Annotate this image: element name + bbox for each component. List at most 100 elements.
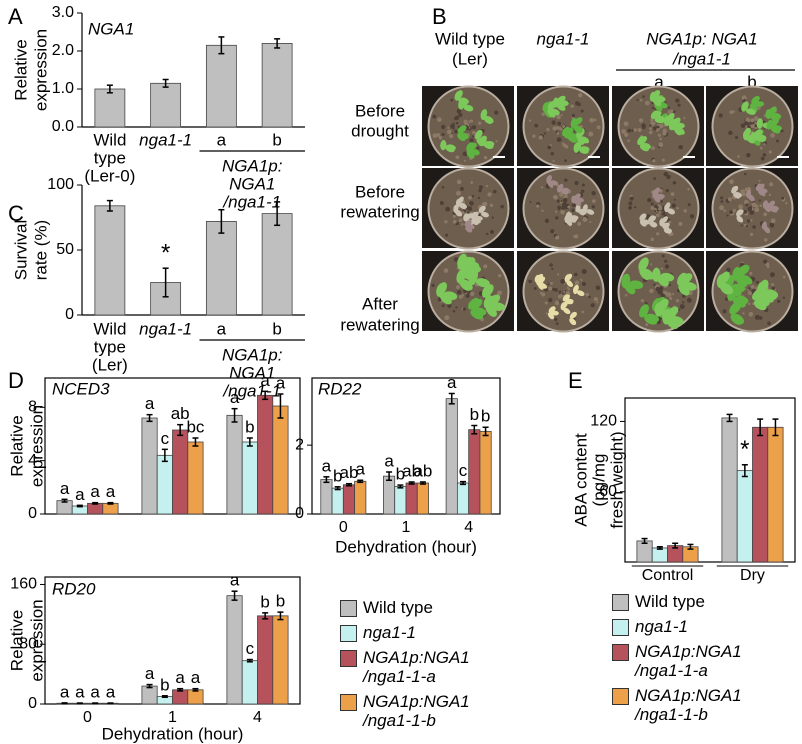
soil [780, 129, 784, 133]
plant [475, 129, 483, 139]
error-bar [334, 486, 341, 491]
soil [746, 219, 751, 223]
error-bar [146, 413, 153, 423]
significance-label: a [106, 683, 116, 702]
soil [541, 209, 544, 212]
soil [667, 175, 671, 178]
plant [761, 221, 767, 230]
soil [589, 221, 592, 224]
soil [642, 125, 646, 130]
plant [479, 205, 486, 213]
soil [744, 199, 749, 205]
soil [747, 290, 752, 296]
plant [573, 117, 583, 126]
soil [660, 200, 663, 203]
bar [241, 660, 258, 705]
plant [457, 125, 467, 134]
soil [758, 179, 761, 182]
soil [461, 211, 465, 215]
row-label: rewatering [340, 202, 419, 221]
plant [465, 261, 480, 270]
plant [639, 304, 649, 318]
soil [770, 133, 775, 138]
plant [748, 134, 759, 141]
plant [569, 317, 576, 326]
soil [593, 118, 597, 122]
soil [456, 285, 460, 290]
soil [455, 306, 458, 309]
soil [662, 131, 667, 136]
x-tick-label: Control [642, 567, 694, 584]
soil [637, 127, 642, 132]
soil [771, 283, 775, 287]
bar [94, 88, 126, 128]
soil [580, 189, 585, 193]
soil [458, 294, 463, 299]
plant [561, 301, 568, 309]
plant [440, 140, 447, 150]
plant [729, 302, 741, 315]
plant [457, 133, 466, 142]
soil [468, 200, 474, 206]
error-bar [345, 482, 352, 487]
error-bar [76, 504, 83, 508]
plant [752, 288, 764, 301]
legend-swatch [612, 594, 629, 611]
soil [555, 210, 558, 213]
soil [538, 135, 543, 140]
bar [102, 502, 119, 515]
legend-entry: NGA1p:NGA1 /nga1-1-b [340, 692, 491, 730]
panel-label: D [8, 368, 24, 393]
x-tick-label: a [217, 319, 227, 338]
y-tick-label: 4 [28, 452, 37, 469]
significance-label: a [230, 571, 240, 590]
soil [463, 159, 466, 162]
soil [723, 209, 726, 212]
soil [650, 237, 655, 242]
bar [405, 482, 418, 515]
bar [241, 441, 258, 515]
significance-label: a [60, 682, 70, 701]
soil [468, 195, 472, 200]
soil [556, 114, 561, 120]
soil [759, 204, 763, 207]
significance-label: b [481, 407, 490, 426]
soil [738, 204, 743, 210]
error-bar [146, 683, 153, 689]
plant [556, 103, 566, 111]
soil [482, 201, 488, 207]
plant [661, 222, 669, 230]
soil [659, 137, 662, 141]
soil [575, 101, 580, 106]
soil [651, 101, 654, 105]
plant [556, 184, 562, 193]
soil [556, 199, 561, 203]
bar [272, 615, 289, 705]
x-tick-label: nga1-1 [139, 130, 192, 149]
soil [487, 192, 492, 197]
soil [574, 280, 580, 286]
soil [465, 293, 470, 298]
plant [652, 110, 662, 119]
soil [638, 118, 644, 123]
soil [785, 201, 788, 205]
soil [650, 118, 654, 122]
soil [447, 126, 450, 129]
soil [533, 287, 537, 290]
soil [452, 214, 456, 218]
y-tick-label: 80 [19, 635, 37, 652]
soil [628, 205, 632, 210]
error-bar [277, 393, 284, 419]
legend-swatch [612, 688, 629, 705]
plant [571, 195, 576, 204]
plant [491, 302, 506, 311]
soil [651, 146, 655, 150]
plant [483, 284, 494, 297]
soil [554, 317, 558, 322]
soil [432, 114, 437, 119]
soil [642, 95, 645, 98]
soil [574, 180, 579, 186]
soil [747, 125, 751, 129]
legend-label: NGA1p:NGA1 /nga1-1-a [363, 648, 470, 686]
